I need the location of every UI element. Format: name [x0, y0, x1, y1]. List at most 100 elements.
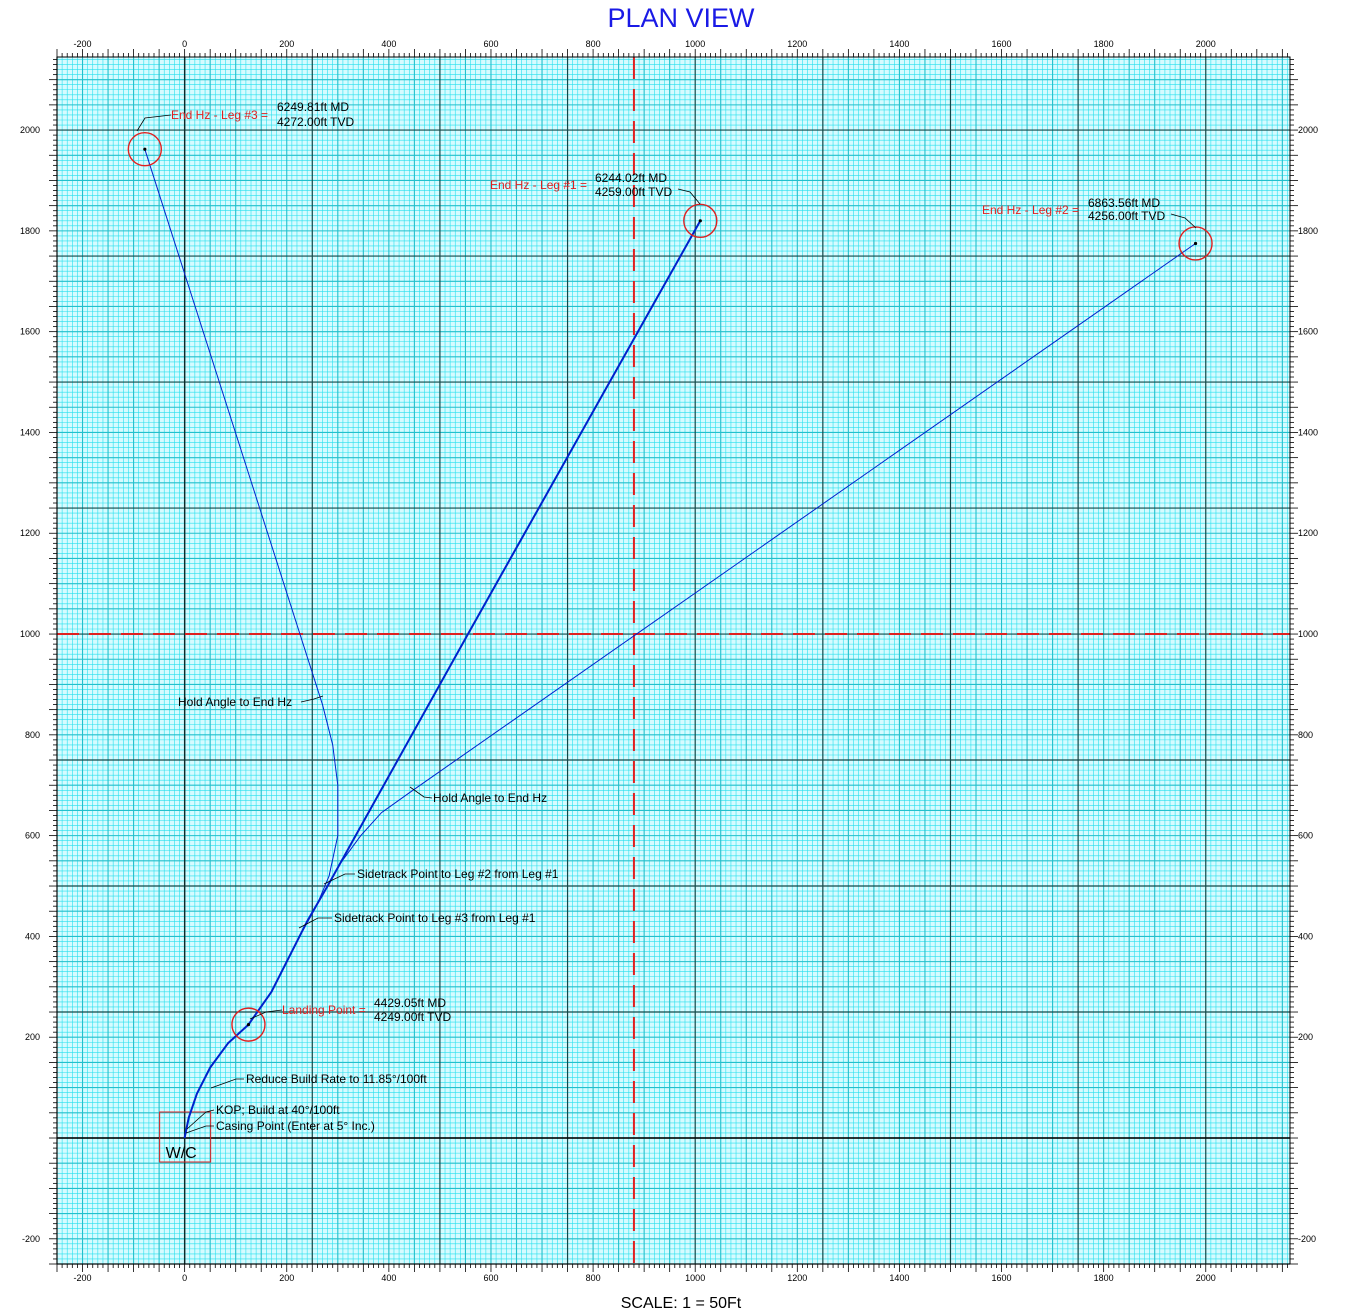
x-tick-label-top: 1200 — [787, 39, 807, 49]
annotation-label: KOP; Build at 40°/100ft — [216, 1103, 340, 1117]
annotation-leader — [298, 917, 332, 929]
y-tick-label-right: 1600 — [1298, 327, 1318, 337]
target-tvd: 4272.00ft TVD — [277, 115, 354, 129]
x-tick-label-bottom: 1000 — [685, 1273, 705, 1283]
y-tick-label-right: 1400 — [1298, 427, 1318, 437]
annotation-leader — [409, 786, 433, 799]
annotation-label: Hold Angle to End Hz — [433, 791, 547, 805]
annotation-leader — [323, 873, 355, 885]
x-tick-label-bottom: 2000 — [1196, 1273, 1216, 1283]
y-tick-label-right: 800 — [1298, 730, 1313, 740]
x-tick-label-top: 2000 — [1196, 39, 1216, 49]
x-tick-label-bottom: 600 — [483, 1273, 498, 1283]
axis-tick-labels: -200 -200 0 0 200 200 400 400 600 600 800 800 1000 10… — [20, 39, 1318, 1283]
target-name: End Hz - Leg #3 = — [171, 108, 268, 122]
y-tick-label-right: 2000 — [1298, 125, 1318, 135]
y-tick-label-right: -200 — [1298, 1234, 1316, 1244]
x-tick-label-top: 200 — [279, 39, 294, 49]
y-tick-label-right: 1000 — [1298, 629, 1318, 639]
y-tick-label-left: 1400 — [20, 427, 40, 437]
target-point — [143, 147, 147, 151]
y-tick-label-left: 400 — [25, 931, 40, 941]
target-leader — [249, 1009, 283, 1020]
target-leader — [1170, 213, 1197, 229]
y-tick-label-right: 1200 — [1298, 528, 1318, 538]
x-tick-label-top: 0 — [182, 39, 187, 49]
target-md: 4429.05ft MD — [374, 996, 446, 1010]
wellhead-marker: W/C — [159, 1111, 212, 1163]
reference-lines — [57, 57, 1290, 1264]
target-point — [698, 219, 702, 223]
x-tick-label-bottom: 1600 — [992, 1273, 1012, 1283]
annotation-leader — [300, 695, 324, 703]
y-tick-label-right: 200 — [1298, 1032, 1313, 1042]
y-tick-label-left: 2000 — [20, 125, 40, 135]
y-tick-label-right: 600 — [1298, 831, 1313, 841]
x-tick-label-bottom: 1400 — [889, 1273, 909, 1283]
mid-grid — [57, 57, 1290, 1264]
y-tick-label-left: 1200 — [20, 528, 40, 538]
annotations: Hold Angle to End Hz Hold Angle to End Hz… — [178, 695, 559, 1134]
wellhead-label: W/C — [166, 1145, 197, 1162]
x-tick-label-top: -200 — [74, 39, 92, 49]
y-tick-label-right: 1800 — [1298, 226, 1318, 236]
y-tick-label-left: 1800 — [20, 226, 40, 236]
y-tick-label-left: 200 — [25, 1032, 40, 1042]
target-circle — [231, 1007, 266, 1042]
annotation-leader — [210, 1078, 244, 1089]
target-leader — [136, 114, 172, 132]
target-md: 6863.56ft MD — [1088, 196, 1160, 210]
x-tick-label-top: 600 — [483, 39, 498, 49]
x-tick-label-bottom: -200 — [74, 1273, 92, 1283]
x-tick-label-top: 1800 — [1094, 39, 1114, 49]
y-tick-label-left: 1000 — [20, 629, 40, 639]
x-tick-label-bottom: 200 — [279, 1273, 294, 1283]
target-name: End Hz - Leg #2 = — [982, 203, 1079, 217]
y-tick-label-left: 1600 — [20, 327, 40, 337]
chart-title: PLAN VIEW — [607, 3, 755, 33]
annotation-label: Hold Angle to End Hz — [178, 695, 292, 709]
x-tick-label-top: 1000 — [685, 39, 705, 49]
annotation-label: Sidetrack Point to Leg #3 from Leg #1 — [334, 911, 536, 925]
target-tvd: 4256.00ft TVD — [1088, 209, 1165, 223]
target-tvd: 4259.00ft TVD — [595, 185, 672, 199]
target-md: 6249.81ft MD — [277, 100, 349, 114]
x-tick-label-top: 1600 — [992, 39, 1012, 49]
target-circle — [683, 203, 718, 238]
x-tick-label-bottom: 1200 — [787, 1273, 807, 1283]
target-md: 6244.02ft MD — [595, 171, 667, 185]
x-tick-label-top: 400 — [381, 39, 396, 49]
y-tick-label-left: 800 — [25, 730, 40, 740]
target-point — [1193, 241, 1198, 246]
well-path-3 — [144, 149, 339, 937]
axis-ticks — [49, 49, 1298, 1272]
x-tick-label-bottom: 400 — [381, 1273, 396, 1283]
target-tvd: 4249.00ft TVD — [374, 1010, 451, 1024]
target-point — [246, 1023, 251, 1027]
well-path-2 — [327, 243, 1196, 887]
plot-area — [57, 57, 1290, 1264]
target-circle — [127, 132, 163, 167]
x-tick-label-bottom: 800 — [586, 1273, 601, 1283]
annotation-label: Casing Point (Enter at 5° Inc.) — [216, 1119, 375, 1133]
annotation-leader — [186, 1109, 215, 1130]
annotation-leader — [185, 1125, 214, 1134]
x-tick-label-top: 800 — [586, 39, 601, 49]
target-name: Landing Point = — [282, 1003, 366, 1017]
target-circle — [1178, 226, 1213, 261]
y-tick-label-right: 400 — [1298, 931, 1313, 941]
y-tick-label-left: 600 — [25, 831, 40, 841]
wellhead-box — [159, 1111, 212, 1163]
x-tick-label-bottom: 1800 — [1094, 1273, 1114, 1283]
target-name: End Hz - Leg #1 = — [490, 178, 587, 192]
x-tick-label-bottom: 0 — [182, 1273, 187, 1283]
x-tick-label-top: 1400 — [889, 39, 909, 49]
target-leader — [677, 188, 701, 205]
y-tick-label-left: -200 — [22, 1234, 40, 1244]
annotation-label: Sidetrack Point to Leg #2 from Leg #1 — [357, 867, 559, 881]
annotation-label: Reduce Build Rate to 11.85°/100ft — [246, 1072, 427, 1086]
plot-frame — [56, 56, 1291, 1265]
scale-label: SCALE: 1 = 50Ft — [621, 1295, 742, 1312]
